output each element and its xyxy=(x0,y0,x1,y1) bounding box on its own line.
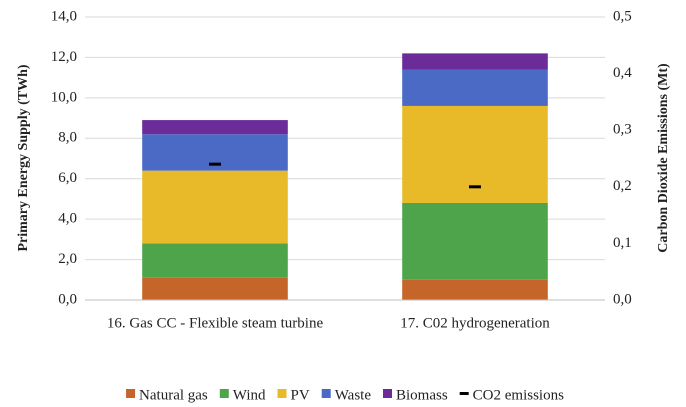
bar-segment xyxy=(142,277,288,300)
bar-segment xyxy=(402,53,548,70)
y2-tick-label: 0,2 xyxy=(613,178,632,194)
bar-segment xyxy=(402,202,548,280)
legend-item: Wind xyxy=(219,387,266,403)
legend-label: Waste xyxy=(335,387,372,403)
legend-swatch xyxy=(277,389,287,398)
bar-segment xyxy=(142,243,288,278)
legend-label: PV xyxy=(291,387,310,403)
legend-swatch xyxy=(219,389,229,398)
y-tick-label: 6,0 xyxy=(58,170,77,186)
legend-label: CO2 emissions xyxy=(473,387,564,403)
bar-segment xyxy=(402,105,548,203)
y2-tick-label: 0,1 xyxy=(613,235,632,251)
y-tick-label: 4,0 xyxy=(58,211,77,227)
y-tick-label: 14,0 xyxy=(51,8,77,24)
legend-item: PV xyxy=(277,387,310,403)
bar-segment xyxy=(142,120,288,135)
y2-tick-label: 0,0 xyxy=(613,291,632,307)
x-tick-label: 16. Gas CC - Flexible steam turbine xyxy=(107,315,324,331)
legend-swatch xyxy=(126,389,136,398)
legend-item: CO2 emissions xyxy=(459,387,564,403)
legend-item: Natural gas xyxy=(126,387,208,403)
bar-segment xyxy=(402,279,548,300)
legend-item: Waste xyxy=(321,387,372,403)
legend-swatch xyxy=(382,389,392,398)
y-tick-label: 10,0 xyxy=(51,89,77,105)
y-tick-label: 12,0 xyxy=(51,49,77,65)
legend-label: Wind xyxy=(233,387,266,403)
x-tick-label: 17. C02 hydrogeneration xyxy=(400,315,550,331)
y-tick-label: 0,0 xyxy=(58,291,77,307)
y2-tick-label: 0,3 xyxy=(613,122,632,138)
legend-swatch xyxy=(321,389,331,398)
y-tick-label: 2,0 xyxy=(58,251,77,267)
y-tick-label: 8,0 xyxy=(58,130,77,146)
bar-segment xyxy=(402,69,548,106)
y2-tick-label: 0,5 xyxy=(613,8,632,24)
bar-segment xyxy=(142,170,288,244)
y2-tick-label: 0,4 xyxy=(613,65,632,81)
legend-label: Natural gas xyxy=(139,387,208,403)
legend-item: Biomass xyxy=(382,387,448,403)
y-axis-title: Primary Energy Supply (TWh) xyxy=(16,64,31,251)
legend-label: Biomass xyxy=(396,387,448,403)
y2-axis-title: Carbon Dioxide Emissions (Mt) xyxy=(656,63,671,253)
legend-swatch xyxy=(459,392,469,395)
